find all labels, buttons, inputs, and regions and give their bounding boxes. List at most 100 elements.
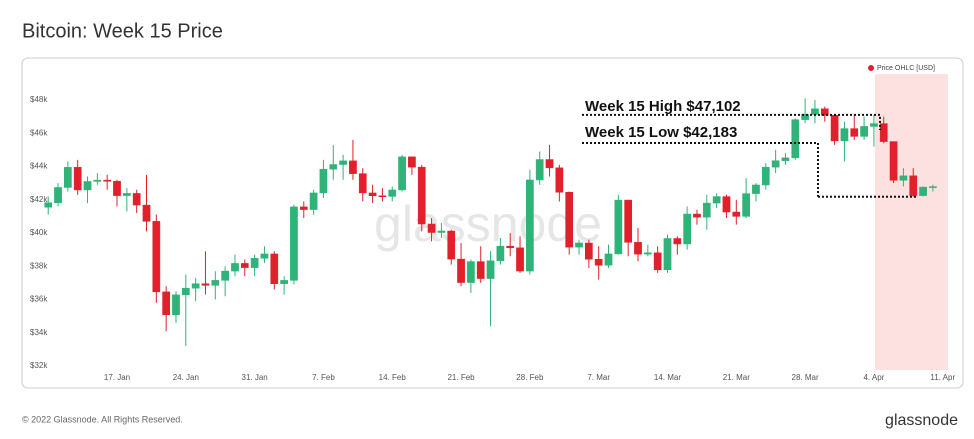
candle-body <box>260 253 269 259</box>
candle-body <box>594 259 603 266</box>
candle-body <box>231 263 239 272</box>
candle-body <box>270 253 279 284</box>
candle-body <box>398 156 406 191</box>
candle-body <box>152 221 161 293</box>
candle-body <box>604 253 613 266</box>
plot-frame <box>21 57 964 389</box>
x-tick-label: 14. Feb <box>379 373 407 382</box>
candle-body <box>408 156 416 168</box>
x-tick-label: 28. Feb <box>516 373 544 382</box>
candle-body <box>712 196 721 204</box>
candle-body <box>142 204 151 222</box>
candle-body <box>653 252 662 270</box>
candle-body <box>417 166 426 225</box>
candle-body <box>585 242 593 260</box>
x-tick-label: 17. Jan <box>104 373 130 382</box>
y-tick-label: $32k <box>30 361 48 370</box>
candle-body <box>752 184 760 194</box>
x-tick-label: 14. Mar <box>654 373 681 382</box>
watermark: glassnode <box>374 196 602 252</box>
x-tick-label: 7. Feb <box>312 373 335 382</box>
x-tick-label: 31. Jan <box>242 373 268 382</box>
candle-body <box>811 108 819 115</box>
y-tick-label: $38k <box>30 261 48 270</box>
candle-body <box>191 283 200 289</box>
candle-body <box>122 193 131 196</box>
week-highlight <box>875 74 948 370</box>
annotation-leader <box>582 142 819 197</box>
candle-body <box>319 168 328 194</box>
candle-body <box>516 247 524 272</box>
candle-body <box>830 115 839 142</box>
candle-body <box>83 181 92 191</box>
x-tick-label: 4. Apr <box>863 373 884 382</box>
candle-body <box>113 181 121 196</box>
candle-body <box>565 192 574 248</box>
candle-body <box>73 167 82 191</box>
candle-body <box>162 291 171 316</box>
candle-body <box>702 202 711 218</box>
x-tick-label: 24. Jan <box>173 373 199 382</box>
candle-body <box>132 193 141 206</box>
candle-body <box>801 114 809 120</box>
candle-body <box>673 238 682 245</box>
candle-body <box>280 280 288 284</box>
legend-marker <box>868 65 874 71</box>
y-tick-label: $48k <box>30 95 48 104</box>
candle-body <box>791 119 800 159</box>
candle-body <box>693 213 701 218</box>
candle-body <box>663 238 672 270</box>
candle-body <box>457 258 465 283</box>
y-tick-label: $44k <box>30 162 48 171</box>
candle-body <box>545 159 554 169</box>
candle-body <box>358 173 367 194</box>
candle-body <box>181 287 190 296</box>
candle-body <box>447 230 456 260</box>
candle-body <box>349 160 357 174</box>
candle-body <box>870 123 878 127</box>
candle-body <box>250 258 259 268</box>
legend-label: Price OHLC [USD] <box>877 65 935 72</box>
candle-body <box>555 167 564 193</box>
y-tick-label: $40k <box>30 228 48 237</box>
candle-body <box>575 242 583 248</box>
candle-body <box>722 196 731 213</box>
candle-body <box>339 160 347 165</box>
candle-body <box>506 245 515 249</box>
candle-body <box>899 175 908 181</box>
candle-body <box>624 199 633 243</box>
candle-body <box>860 126 868 137</box>
candle-body <box>211 280 220 286</box>
candle-body <box>732 211 741 217</box>
candle-body <box>683 213 691 245</box>
logo: glassnode <box>885 412 958 429</box>
x-tick-label: 7. Mar <box>587 373 610 382</box>
candle-body <box>742 193 750 217</box>
candle-body <box>221 270 229 281</box>
annotation: Week 15 High $47,102 <box>585 98 741 115</box>
candle-body <box>919 186 927 196</box>
x-tick-label: 21. Feb <box>447 373 475 382</box>
candle-body <box>329 164 338 170</box>
y-tick-label: $46k <box>30 128 48 137</box>
candle-body <box>476 261 485 279</box>
candle-body <box>309 192 318 210</box>
candle-body <box>44 202 53 208</box>
annotation: Week 15 Low $42,183 <box>585 124 737 141</box>
candle-body <box>467 261 475 283</box>
candle-body <box>201 283 210 286</box>
candle-body <box>368 192 377 197</box>
candle-body <box>614 199 623 255</box>
y-tick-label: $34k <box>30 328 48 337</box>
candle-body <box>103 179 112 182</box>
candle-body <box>820 108 829 116</box>
copyright: © 2022 Glassnode. All Rights Reserved. <box>22 414 183 424</box>
annotation-line <box>582 113 881 130</box>
candle-body <box>290 206 298 281</box>
candle-body <box>879 123 888 142</box>
candle-body <box>240 263 249 268</box>
candle-body <box>64 167 72 188</box>
candle-body <box>54 187 62 203</box>
candle-body <box>93 179 102 182</box>
